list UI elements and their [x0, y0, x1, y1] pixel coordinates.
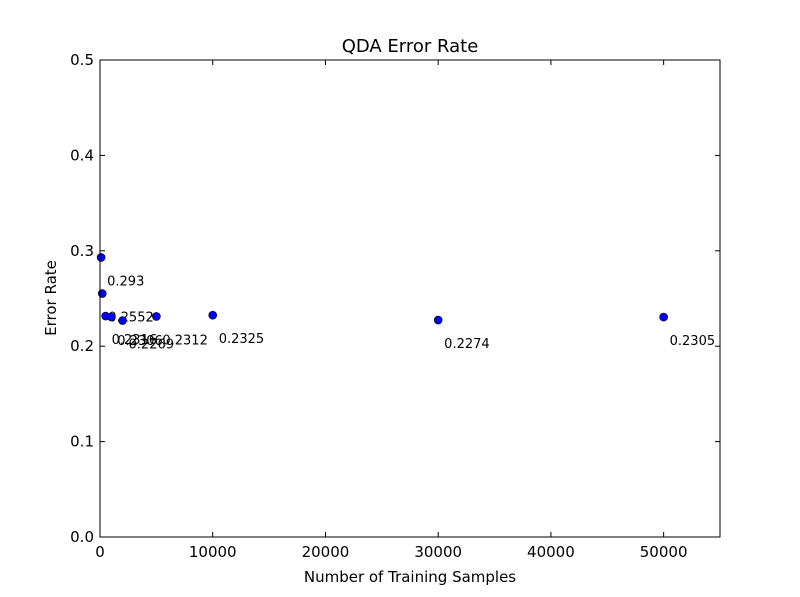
- data-point: [659, 312, 668, 322]
- x-tick-label: 10000: [189, 543, 237, 561]
- x-axis-label: Number of Training Samples: [304, 568, 516, 586]
- y-tick-label: 0.0: [70, 528, 94, 546]
- data-label: 0.2325: [219, 332, 265, 347]
- data-point: [208, 310, 218, 320]
- y-tick-label: 0.4: [70, 146, 94, 164]
- x-tick-label: 30000: [414, 543, 462, 561]
- data-point: [433, 315, 443, 325]
- data-label: 0.2305: [670, 334, 716, 349]
- data-label: 0.2316: [112, 333, 157, 348]
- plot-frame: [99, 59, 721, 538]
- data-label: 0.293: [107, 274, 144, 289]
- x-tick-label: 40000: [527, 543, 575, 561]
- data-point: [97, 289, 107, 298]
- y-tick-label: 0.3: [70, 242, 94, 260]
- y-tick-label: 0.5: [70, 51, 94, 69]
- y-tick-label: 0.2: [70, 337, 94, 355]
- data-point: [106, 312, 116, 322]
- data-point: [96, 253, 106, 262]
- axis-ticks: 0 10000 20000 30000 40000 50000 0.0 0.1 0.2 0.3 0.…: [70, 51, 720, 561]
- x-tick-label: 20000: [302, 543, 350, 561]
- data-point: [118, 316, 127, 325]
- x-tick-label: 0: [95, 543, 105, 561]
- data-points: [96, 253, 668, 325]
- data-label: 0.2312: [162, 333, 208, 348]
- y-tick-label: 0.1: [70, 433, 94, 451]
- data-label: 0.2306: [117, 334, 163, 349]
- y-axis-label: Error Rate: [42, 260, 60, 336]
- x-tick-label: 50000: [640, 543, 688, 561]
- chart-title: QDA Error Rate: [342, 36, 479, 57]
- data-label: 0.2274: [444, 337, 490, 352]
- data-point: [152, 312, 161, 321]
- data-label: 0.2269: [129, 338, 175, 353]
